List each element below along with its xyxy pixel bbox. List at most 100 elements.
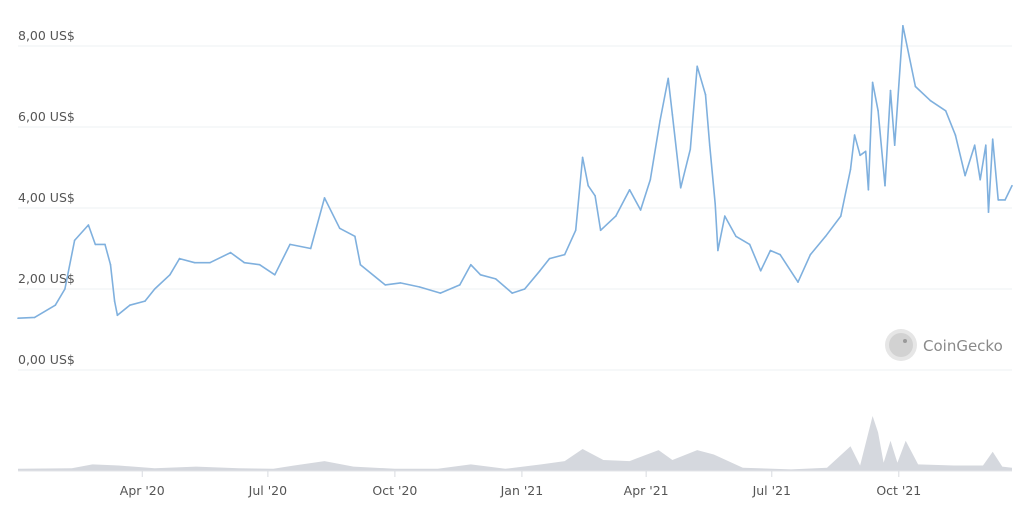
y-tick-label: 8,00 US$ <box>18 28 75 43</box>
price-point <box>884 184 886 187</box>
price-point <box>689 148 692 151</box>
price-point <box>587 184 589 187</box>
price-point <box>563 253 566 256</box>
price-point <box>129 304 131 307</box>
price-point <box>639 209 642 211</box>
price-point <box>659 120 661 122</box>
price-point <box>615 215 617 217</box>
price-point <box>871 81 874 84</box>
price-point <box>178 257 181 260</box>
price-point <box>902 25 904 27</box>
x-tick-label: Apr '21 <box>624 483 669 498</box>
price-point <box>748 243 751 246</box>
price-point <box>797 281 799 283</box>
x-tick-label: Jul '20 <box>248 483 287 498</box>
price-point <box>769 249 772 252</box>
y-axis-labels: 0,00 US$ 2,00 US$ 4,00 US$ 6,00 US$ 8,00 US$ <box>18 28 75 367</box>
gecko-logo-icon <box>885 329 917 361</box>
price-point <box>594 195 596 197</box>
price-point <box>359 263 362 266</box>
y-tick-label: 2,00 US$ <box>18 271 75 286</box>
x-axis: Apr '20 Jul '20 Oct '20 Jan '21 Apr '21 Jul '… <box>120 471 921 498</box>
price-point <box>840 215 842 217</box>
price-point <box>859 154 861 157</box>
price-point <box>671 114 674 116</box>
price-point <box>209 261 211 264</box>
price-point <box>323 197 326 199</box>
price-point <box>779 253 781 256</box>
price-point <box>735 235 737 238</box>
price-point <box>144 300 146 302</box>
price-point <box>73 239 76 242</box>
price-point <box>864 150 867 153</box>
price-point <box>169 274 171 276</box>
price-point <box>824 235 827 238</box>
grid <box>18 45 1012 371</box>
price-point <box>867 189 870 191</box>
x-tick-label: Jul '21 <box>752 483 791 498</box>
price-point <box>470 263 472 266</box>
price-point <box>724 215 726 217</box>
price-point <box>17 317 19 320</box>
coingecko-watermark: CoinGecko <box>885 329 1003 361</box>
price-point <box>708 144 711 146</box>
price-point <box>717 249 719 252</box>
price-point <box>979 178 981 181</box>
volume-area <box>18 416 1012 472</box>
price-point <box>153 288 156 290</box>
price-point <box>87 224 90 226</box>
price-point <box>964 174 966 177</box>
price-point <box>289 243 291 246</box>
price-point <box>548 257 551 260</box>
price-point <box>94 243 97 246</box>
price-point <box>954 134 957 136</box>
price-point <box>991 138 994 140</box>
price-point <box>193 261 196 264</box>
price-point <box>116 314 119 317</box>
y-tick-label: 6,00 US$ <box>18 109 75 124</box>
price-point <box>243 261 246 264</box>
x-tick-label: Oct '21 <box>876 483 921 498</box>
price-point <box>64 288 66 290</box>
price-point <box>418 286 421 288</box>
price-point <box>274 274 276 276</box>
price-point <box>33 316 36 319</box>
price-point <box>338 227 341 230</box>
price-point <box>628 189 631 191</box>
price-point <box>384 284 387 286</box>
price-point <box>667 77 669 80</box>
price-point <box>985 144 987 146</box>
price-point <box>354 235 356 238</box>
price-point <box>914 85 917 88</box>
price-point <box>459 284 461 286</box>
price-point <box>849 168 852 171</box>
price-point <box>929 99 932 102</box>
price-point <box>109 263 112 266</box>
price-point <box>439 292 442 294</box>
price-point <box>539 270 541 272</box>
price-point <box>54 304 57 307</box>
y-tick-label: 4,00 US$ <box>18 190 75 205</box>
price-point <box>696 65 698 68</box>
price-point <box>997 199 999 201</box>
price-point <box>399 282 402 284</box>
volume-series <box>18 416 1012 471</box>
price-point <box>1011 184 1013 187</box>
price-line <box>17 25 1013 319</box>
price-point <box>574 229 577 232</box>
price-point <box>104 243 106 246</box>
x-tick-label: Oct '20 <box>372 483 417 498</box>
price-point <box>877 110 879 112</box>
x-tick-label: Jan '21 <box>500 483 544 498</box>
price-point <box>714 203 716 205</box>
price-point <box>944 110 947 112</box>
price-point <box>113 300 116 302</box>
price-point <box>511 292 513 294</box>
y-tick-label: 0,00 US$ <box>18 352 75 367</box>
price-point <box>649 178 652 181</box>
price-point <box>889 89 892 92</box>
price-point <box>759 270 762 272</box>
price-point <box>809 253 812 256</box>
price-point <box>893 144 896 146</box>
